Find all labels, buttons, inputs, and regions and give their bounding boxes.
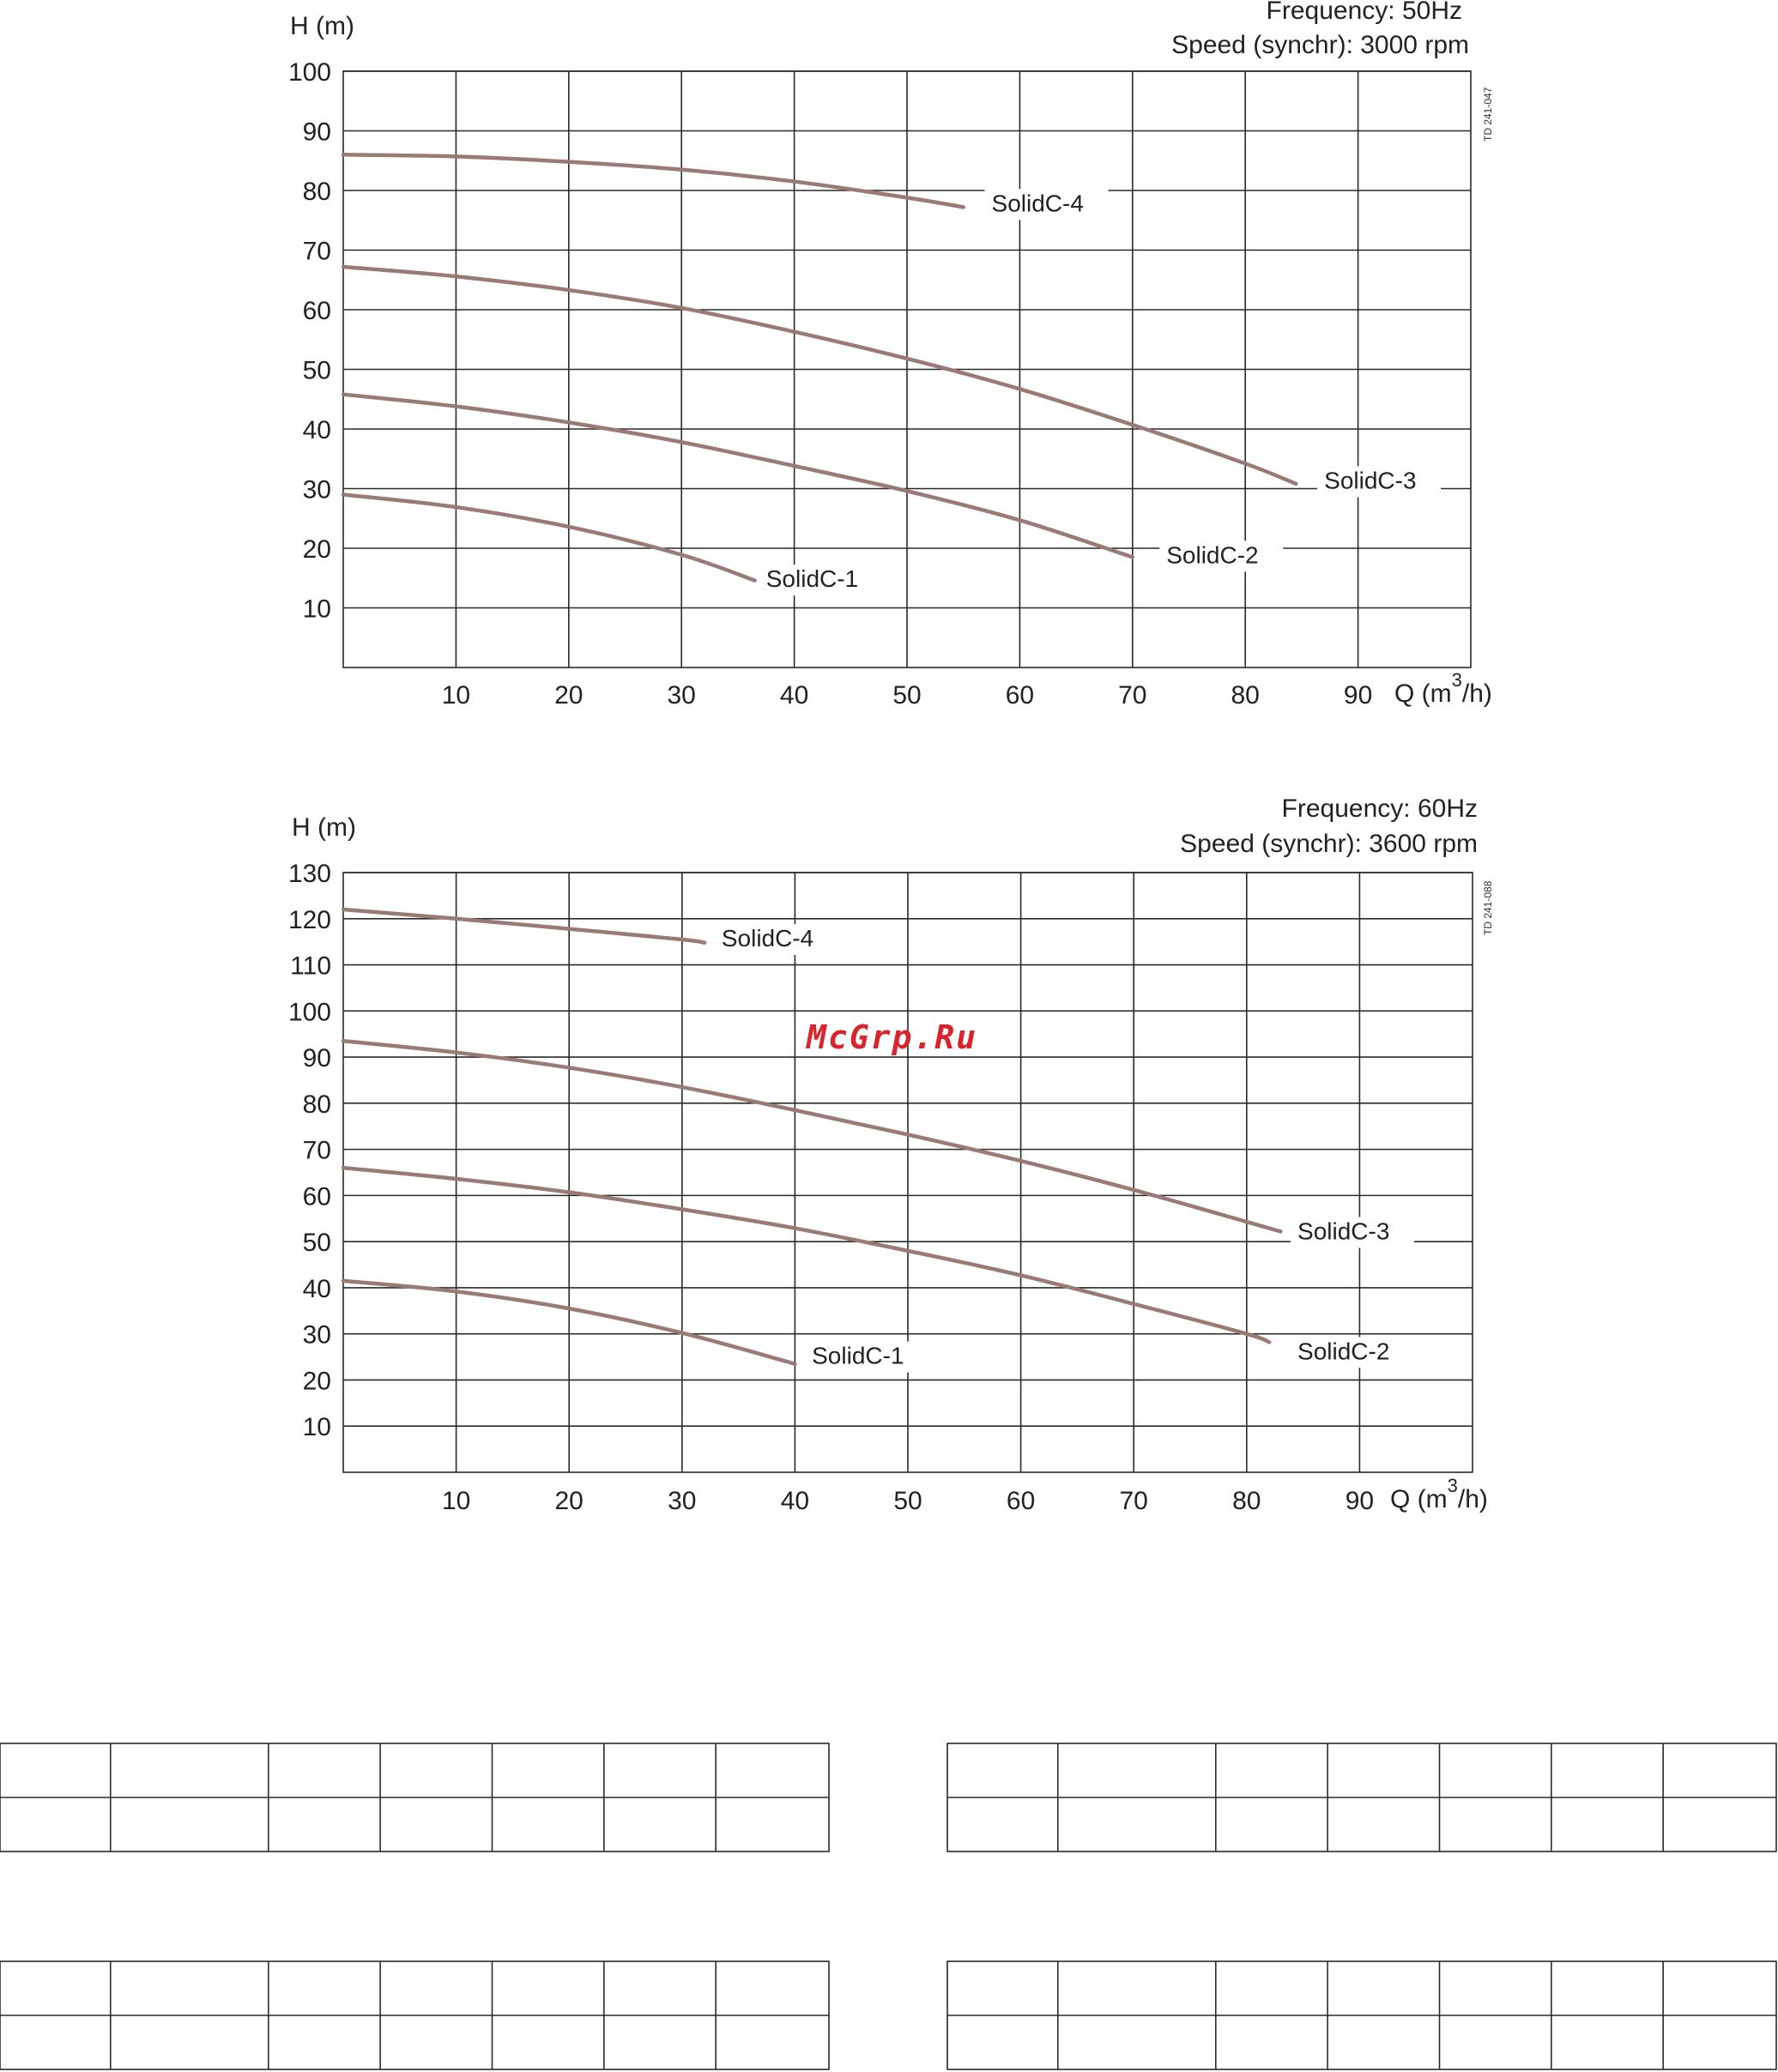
series-label-solidc-3: SolidC-3 <box>1297 1217 1389 1244</box>
x-tick-label: 10 <box>442 681 470 710</box>
y-tick-label: 10 <box>303 595 331 624</box>
x-axis-label-sup: 3 <box>1448 1475 1458 1496</box>
series-label-solidc-1: SolidC-1 <box>812 1343 904 1369</box>
series-label-solidc-4: SolidC-4 <box>722 925 813 951</box>
series-label-solidc-4: SolidC-4 <box>992 190 1084 216</box>
x-tick-label: 40 <box>780 681 808 710</box>
y-tick-label: 50 <box>303 1229 331 1257</box>
watermark: McGrp.Ru <box>805 1018 977 1056</box>
y-tick-label: 70 <box>303 1137 331 1165</box>
y-tick-label: 90 <box>303 1044 331 1072</box>
y-tick-label: 60 <box>303 297 331 325</box>
y-tick-label: 20 <box>303 535 331 564</box>
series-label-bg <box>714 924 838 956</box>
series-label-bg <box>805 1341 929 1373</box>
x-tick-label: 40 <box>781 1487 809 1515</box>
x-tick-label: 60 <box>1007 1487 1035 1515</box>
series-line-solidc-1 <box>341 1278 797 1366</box>
y-tick-label: 110 <box>290 952 331 981</box>
series-label-bg <box>1159 541 1284 572</box>
x-tick-label: 10 <box>442 1487 470 1515</box>
x-tick-label: 50 <box>893 1487 922 1515</box>
x-axis-label: Q (m3/h) <box>1394 669 1492 708</box>
y-axis-label: H (m) <box>290 12 354 40</box>
x-tick-label: 30 <box>668 681 696 710</box>
series-label-bg <box>1291 1217 1415 1248</box>
series-line-solidc-2 <box>341 392 1135 559</box>
series-label-solidc-1: SolidC-1 <box>766 565 858 592</box>
plot-frame <box>342 70 1472 668</box>
x-tick-label: 70 <box>1118 681 1146 710</box>
series-line-solidc-1 <box>341 492 757 583</box>
chart-50hz: H (m) Frequency: 50Hz Speed (synchr): 30… <box>288 0 1494 710</box>
x-tick-label: 90 <box>1344 681 1372 710</box>
x-axis-label: Q (m3/h) <box>1390 1475 1488 1513</box>
series-line-solidc-4 <box>341 907 707 945</box>
y-tick-label: 10 <box>303 1413 331 1441</box>
x-tick-label: 60 <box>1006 681 1034 710</box>
chart-60hz: H (m) Frequency: 60Hz Speed (synchr): 36… <box>288 794 1494 1515</box>
y-tick-label: 70 <box>303 238 331 266</box>
series-label-bg <box>1317 466 1442 498</box>
plot-frame <box>342 872 1473 1473</box>
drawing-code: TD 241-088 <box>1482 880 1494 935</box>
x-axis-label-main: Q (m <box>1390 1485 1448 1513</box>
x-tick-label: 80 <box>1231 681 1260 710</box>
series-label-bg <box>984 189 1109 220</box>
x-tick-label: 90 <box>1346 1487 1374 1515</box>
x-tick-label: 70 <box>1120 1487 1148 1515</box>
series-line-solidc-3 <box>341 1039 1283 1234</box>
series-line-solidc-3 <box>341 264 1298 486</box>
y-tick-label: 50 <box>303 357 331 385</box>
series-line-solidc-2 <box>341 1165 1272 1344</box>
y-tick-label: 80 <box>303 1090 331 1119</box>
y-tick-label: 40 <box>303 416 331 444</box>
x-tick-label: 50 <box>892 681 921 710</box>
series-label-bg <box>1291 1337 1415 1368</box>
speed-label: Speed (synchr): 3600 rpm <box>1180 830 1478 858</box>
x-axis-label-tail: /h) <box>1462 680 1492 708</box>
series-label-solidc-2: SolidC-2 <box>1166 541 1258 568</box>
y-tick-label: 60 <box>303 1182 331 1211</box>
frequency-label: Frequency: 50Hz <box>1267 0 1462 25</box>
y-tick-label: 100 <box>288 58 331 87</box>
y-tick-label: 100 <box>288 998 331 1026</box>
x-axis-label-sup: 3 <box>1452 669 1462 691</box>
x-axis-label-main: Q (m <box>1394 680 1452 708</box>
x-tick-label: 20 <box>554 681 583 710</box>
series-label-solidc-2: SolidC-2 <box>1297 1338 1389 1364</box>
y-tick-label: 80 <box>303 178 331 206</box>
frequency-label: Frequency: 60Hz <box>1282 794 1478 823</box>
y-axis-label: H (m) <box>292 813 356 842</box>
y-tick-label: 90 <box>303 118 331 147</box>
y-tick-label: 130 <box>288 860 331 888</box>
series-label-bg <box>759 565 883 596</box>
speed-label: Speed (synchr): 3000 rpm <box>1171 31 1469 59</box>
series-line-solidc-4 <box>341 153 965 209</box>
drawing-code: TD 241-047 <box>1482 87 1494 142</box>
x-axis-label-tail: /h) <box>1458 1485 1488 1513</box>
x-tick-label: 80 <box>1232 1487 1261 1515</box>
y-tick-label: 40 <box>303 1275 331 1303</box>
series-label-solidc-3: SolidC-3 <box>1324 468 1416 494</box>
y-tick-label: 30 <box>303 476 331 504</box>
blank-tables <box>0 1743 1777 2070</box>
y-tick-label: 20 <box>303 1367 331 1395</box>
y-tick-label: 30 <box>303 1321 331 1350</box>
x-tick-label: 30 <box>668 1487 696 1515</box>
y-tick-label: 120 <box>288 906 331 934</box>
x-tick-label: 20 <box>555 1487 584 1515</box>
